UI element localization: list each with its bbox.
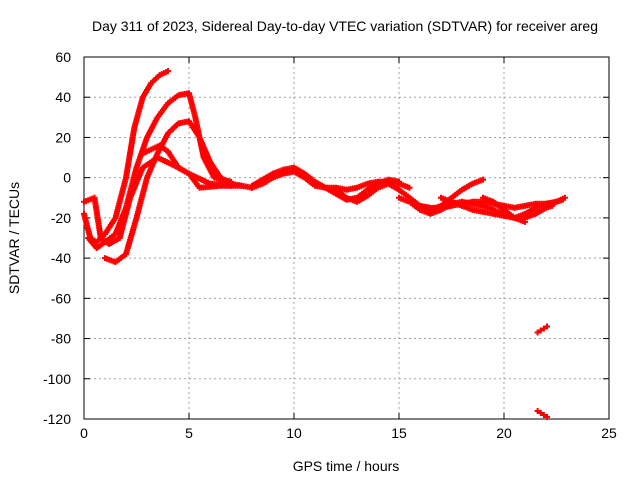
data-point bbox=[522, 218, 528, 225]
y-tick-label: -120 bbox=[43, 411, 71, 427]
chart-grid bbox=[84, 57, 609, 419]
data-point bbox=[480, 176, 486, 183]
series-track-11 bbox=[438, 194, 556, 221]
y-tick-label: -100 bbox=[43, 371, 71, 387]
data-points bbox=[81, 68, 568, 420]
plot-frame bbox=[83, 56, 610, 420]
chart-title: Day 311 of 2023, Sidereal Day-to-day VTE… bbox=[92, 18, 598, 34]
y-tick-label: 0 bbox=[63, 170, 71, 186]
data-point bbox=[540, 411, 547, 418]
y-axis-ticks: -120 -100 -80 -60 -40 -20 0 20 40 60 bbox=[43, 49, 609, 427]
x-tick-label: 10 bbox=[286, 425, 302, 441]
x-axis-ticks: 0 5 10 15 20 25 bbox=[80, 57, 617, 441]
data-point bbox=[561, 194, 568, 201]
series-track-10 bbox=[417, 194, 568, 211]
y-tick-label: -60 bbox=[51, 290, 71, 306]
y-tick-label: -80 bbox=[51, 331, 71, 347]
x-axis-label: GPS time / hours bbox=[293, 458, 400, 474]
series-track-14 bbox=[534, 407, 551, 420]
data-point bbox=[406, 184, 413, 191]
data-point bbox=[537, 327, 544, 334]
data-point bbox=[534, 407, 541, 414]
data-point bbox=[544, 323, 551, 330]
y-axis-label: SDTVAR / TECUs bbox=[6, 182, 22, 294]
x-tick-label: 20 bbox=[496, 425, 512, 441]
y-tick-label: 60 bbox=[55, 49, 71, 65]
data-point bbox=[540, 325, 547, 332]
data-point bbox=[544, 413, 551, 420]
x-tick-label: 25 bbox=[601, 425, 617, 441]
series-track-7 bbox=[249, 164, 402, 203]
series-track-13 bbox=[534, 323, 551, 336]
data-point bbox=[549, 202, 556, 209]
series-track-5 bbox=[81, 154, 245, 248]
data-point bbox=[165, 68, 171, 75]
series-track-1 bbox=[81, 68, 171, 246]
y-tick-label: 40 bbox=[55, 89, 71, 105]
x-tick-label: 15 bbox=[391, 425, 407, 441]
y-tick-label: 20 bbox=[55, 129, 71, 145]
y-tick-label: -40 bbox=[51, 250, 71, 266]
data-point bbox=[537, 409, 544, 416]
x-tick-label: 5 bbox=[185, 425, 193, 441]
y-tick-label: -20 bbox=[51, 210, 71, 226]
series-track-12 bbox=[480, 194, 528, 225]
data-point bbox=[396, 178, 402, 185]
data-point bbox=[534, 329, 541, 336]
data-point bbox=[238, 182, 245, 189]
series-track-2 bbox=[85, 90, 234, 252]
x-tick-label: 0 bbox=[80, 425, 88, 441]
